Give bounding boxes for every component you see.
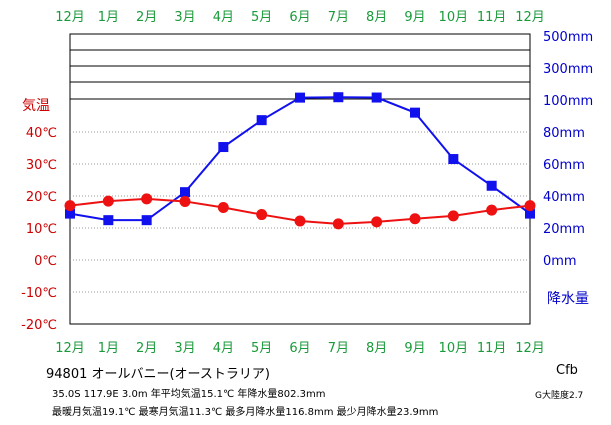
precip-point	[141, 215, 152, 226]
temp-tick-label: -20℃	[21, 318, 57, 333]
month-label-top: 7月	[328, 10, 349, 25]
precip-point	[180, 187, 190, 198]
month-label-top: 12月	[55, 10, 85, 25]
month-label-bottom: 8月	[366, 341, 387, 356]
precip-point	[103, 215, 114, 226]
plot-area	[69, 33, 531, 325]
month-label-bottom: 4月	[213, 341, 234, 356]
month-label-bottom: 12月	[515, 341, 545, 356]
precip-point	[371, 92, 382, 103]
precip-axis-title: 降水量	[547, 291, 589, 307]
month-label-top: 1月	[98, 10, 119, 25]
month-label-top: 4月	[213, 10, 234, 25]
station-stats-line1: 35.0S 117.9E 3.0m 年平均気温15.1℃ 年降水量802.3mm	[52, 389, 326, 400]
temp-tick-label: 10℃	[26, 222, 57, 237]
temp-point	[486, 204, 498, 216]
precip-point	[486, 180, 497, 191]
month-label-top: 6月	[289, 10, 310, 25]
precip-tick-label: 0mm	[543, 254, 577, 269]
month-label-top: 9月	[404, 10, 425, 25]
month-label-bottom: 1月	[98, 341, 119, 356]
precip-point	[448, 154, 459, 165]
month-label-top: 11月	[477, 10, 507, 25]
temp-point	[102, 195, 114, 207]
month-label-bottom: 6月	[289, 341, 310, 356]
precip-tick-label: 60mm	[543, 158, 585, 173]
temp-point	[371, 216, 383, 228]
precip-tick-label: 80mm	[543, 126, 585, 141]
month-label-bottom: 7月	[328, 341, 349, 356]
month-label-bottom: 3月	[174, 341, 195, 356]
month-label-bottom: 2月	[136, 341, 157, 356]
precip-point	[410, 107, 420, 118]
temp-point	[294, 215, 306, 227]
month-label-top: 3月	[174, 10, 195, 25]
temp-tick-label: 20℃	[26, 190, 57, 205]
temp-point	[256, 209, 268, 221]
temp-point	[217, 202, 229, 214]
precip-tick-label: 20mm	[543, 222, 585, 237]
temp-point	[524, 200, 536, 212]
precip-tick-label: 300mm	[543, 62, 593, 77]
month-label-bottom: 9月	[404, 341, 425, 356]
temp-point	[64, 200, 76, 212]
station-name: 94801 オールバニー(オーストラリア)	[46, 367, 270, 382]
temp-point	[447, 210, 459, 222]
temp-tick-label: 30℃	[26, 158, 57, 173]
month-label-bottom: 12月	[55, 341, 85, 356]
month-label-bottom: 11月	[477, 341, 507, 356]
precip-point	[218, 142, 229, 153]
temp-tick-label: -10℃	[21, 286, 57, 301]
month-label-top: 12月	[515, 10, 545, 25]
precip-tick-label: 500mm	[543, 30, 593, 45]
month-label-top: 8月	[366, 10, 387, 25]
station-stats-line2: 最暖月気温19.1℃ 最寒月気温11.3℃ 最多月降水量116.8mm 最少月降…	[52, 407, 439, 418]
precip-tick-label: 100mm	[543, 94, 593, 109]
precip-point	[65, 208, 75, 219]
temp-tick-label: 40℃	[26, 126, 57, 141]
month-label-top: 5月	[251, 10, 272, 25]
continentality: G大陸度2.7	[535, 391, 584, 401]
precip-point	[525, 208, 535, 219]
climate-class: Cfb	[556, 363, 578, 378]
month-label-top: 2月	[136, 10, 157, 25]
temp-axis-title: 気温	[22, 98, 50, 114]
temp-point	[332, 218, 344, 230]
month-label-bottom: 10月	[439, 341, 469, 356]
precip-point	[333, 92, 344, 103]
temp-point	[141, 193, 153, 205]
precip-point	[256, 115, 267, 126]
temp-point	[409, 213, 421, 225]
month-label-top: 10月	[439, 10, 469, 25]
temp-tick-label: 0℃	[34, 254, 57, 269]
month-label-bottom: 5月	[251, 341, 272, 356]
precip-tick-label: 40mm	[543, 190, 585, 205]
temp-point	[179, 195, 191, 207]
precip-point	[295, 92, 305, 103]
